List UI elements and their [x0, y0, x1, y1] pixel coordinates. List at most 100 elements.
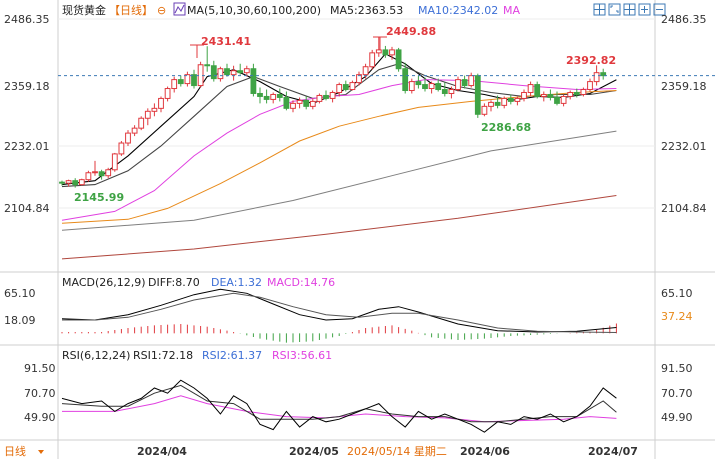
- candle-body: [580, 89, 587, 95]
- rsi-tick: 70.70: [24, 387, 56, 400]
- candle-body: [98, 171, 105, 177]
- rsi-tick: 91.50: [661, 362, 693, 375]
- candle-body: [547, 93, 554, 98]
- candle-body: [329, 91, 336, 99]
- candle-body: [250, 68, 257, 94]
- macd-plot: [61, 288, 617, 343]
- macd-axis: 65.10 18.09 65.10 37.24: [4, 287, 693, 327]
- price-tick: 2486.35: [661, 13, 707, 26]
- zoom-out-icon[interactable]: [653, 3, 666, 16]
- candle-body: [481, 105, 488, 115]
- candle-body: [72, 180, 79, 186]
- zoom-fit-icon[interactable]: [608, 3, 621, 16]
- dropdown-icon[interactable]: [38, 450, 44, 454]
- candle-body: [408, 81, 415, 92]
- candle-body: [342, 84, 349, 91]
- rsi-tick: 49.90: [24, 411, 56, 424]
- candle-body: [118, 142, 125, 155]
- candle-body: [494, 101, 501, 106]
- candle-body: [514, 97, 521, 102]
- last-high-label: 2392.82: [566, 54, 616, 67]
- candle-body: [204, 64, 211, 67]
- candle-body: [191, 74, 197, 87]
- candle-body: [263, 95, 270, 100]
- grid-icon[interactable]: [623, 3, 636, 16]
- candle-body: [435, 83, 442, 91]
- ma5-value: MA5:2363.53: [330, 4, 403, 17]
- candle-body: [455, 79, 461, 91]
- candle-body: [573, 91, 580, 95]
- candle-body: [501, 97, 508, 106]
- candle-body: [290, 102, 296, 109]
- candle-body: [567, 91, 574, 97]
- price-tick: 2232.01: [661, 140, 707, 153]
- candle-body: [560, 95, 567, 104]
- candlesticks: [59, 37, 607, 188]
- high2-label: 2449.88: [386, 25, 436, 38]
- candle-body: [534, 84, 541, 97]
- candle-body: [92, 171, 98, 174]
- candle-body: [125, 132, 131, 144]
- price-tick: 2104.84: [4, 202, 50, 215]
- candle-body: [474, 75, 481, 115]
- date-label: 2024/06: [460, 445, 510, 458]
- rsi3-line: [62, 395, 617, 423]
- macd-dea-line: [62, 292, 617, 333]
- candle-body: [138, 117, 145, 129]
- ma10-value: MA10:2342.02: [418, 4, 498, 17]
- date-label: 2024/05: [289, 445, 339, 458]
- crosshair-icon[interactable]: [593, 3, 606, 16]
- rsi-label: RSI(6,12,24): [62, 349, 130, 362]
- period-label[interactable]: 【日线】: [109, 3, 153, 17]
- candle-body: [276, 93, 283, 98]
- candle-body: [296, 99, 303, 104]
- rsi2-value: RSI2:61.37: [202, 349, 262, 362]
- candle-body: [336, 84, 343, 93]
- candle-body: [587, 81, 593, 91]
- candle-body: [507, 97, 514, 102]
- cursor-date-label: 2024/05/14 星期二: [347, 445, 447, 458]
- date-label: 2024/04: [137, 445, 187, 458]
- price-gridlines: [58, 18, 655, 209]
- zoom-in-icon[interactable]: [638, 3, 651, 16]
- rsi-axis: 91.50 70.70 49.90 91.50 70.70 49.90: [24, 362, 693, 424]
- ma-more[interactable]: MA: [503, 4, 520, 17]
- candle-body: [78, 179, 85, 186]
- price-tick: 2104.84: [661, 202, 707, 215]
- candle-body: [224, 68, 230, 76]
- candle-body: [593, 72, 600, 83]
- candle-body: [230, 70, 237, 76]
- candle-body: [243, 68, 250, 74]
- low1-label: 2145.99: [74, 191, 124, 204]
- candle-body: [461, 79, 468, 87]
- candle-body: [362, 66, 369, 76]
- candle-body: [415, 81, 422, 86]
- candle-body: [389, 49, 395, 56]
- settings-icon[interactable]: ⊖: [157, 4, 166, 17]
- price-annotations: 2431.41 2449.88 2145.99 2286.68 2392.82: [74, 25, 616, 204]
- candle-body: [316, 94, 323, 102]
- ma-toggle-icon[interactable]: [173, 2, 186, 16]
- rsi3-value: RSI3:56.61: [272, 349, 332, 362]
- high1-label: 2431.41: [201, 35, 251, 48]
- candle-body: [395, 49, 402, 70]
- candle-body: [257, 92, 263, 97]
- candle-body: [521, 91, 527, 99]
- candle-body: [554, 96, 560, 104]
- candle-body: [177, 79, 184, 85]
- candle-body: [158, 97, 164, 109]
- candle-body: [184, 74, 191, 85]
- candle-body: [111, 153, 118, 171]
- candle-body: [217, 68, 224, 80]
- rsi-header: RSI(6,12,24) RSI1:72.18 RSI2:61.37 RSI3:…: [62, 349, 332, 362]
- price-tick: 2232.01: [4, 140, 50, 153]
- candle-body: [527, 84, 534, 93]
- footer: 日线 2024/04 2024/05 2024/05/14 星期二 2024/0…: [4, 444, 638, 458]
- candle-body: [356, 74, 362, 84]
- period-button[interactable]: 日线: [4, 444, 26, 458]
- candle-body: [382, 49, 389, 56]
- candle-body: [441, 89, 448, 94]
